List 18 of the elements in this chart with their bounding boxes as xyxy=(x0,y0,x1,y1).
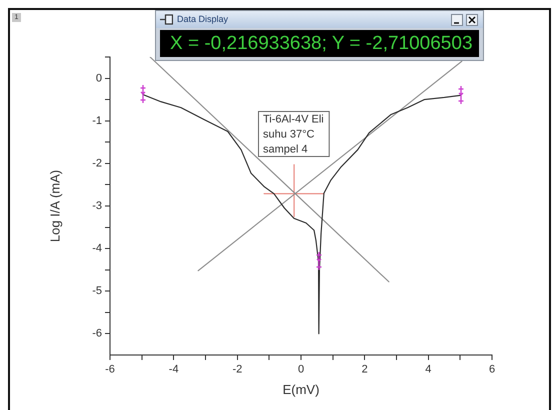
y-tick-label: -2 xyxy=(92,157,102,170)
x-tick-label: 2 xyxy=(362,364,368,376)
y-tick-label: 0 xyxy=(96,72,102,84)
y-tick-label: -6 xyxy=(92,328,102,340)
x-tick-label: -4 xyxy=(168,364,179,376)
x-tick-label: 0 xyxy=(298,364,304,376)
y-tick-label: -5 xyxy=(92,285,102,298)
y-tick-label: -3 xyxy=(92,200,102,212)
x-axis-title: E(mV) xyxy=(282,382,320,397)
y-tick-label: -4 xyxy=(92,242,102,255)
x-tick-label: 4 xyxy=(425,364,432,376)
x-tick-label: 6 xyxy=(488,364,496,376)
y-axis-title: Log I/A (mA) xyxy=(47,170,62,242)
annotation: Ti-6Al-4V Eli suhu 37°C sampel 4 xyxy=(263,114,324,156)
y-tick-label: -1 xyxy=(92,114,102,127)
readout-window: Data Display X = -0,216933638; Y = -2,71006503 xyxy=(155,10,484,61)
x-tick-label: -6 xyxy=(105,364,115,376)
x-tick-label: -2 xyxy=(232,364,242,376)
